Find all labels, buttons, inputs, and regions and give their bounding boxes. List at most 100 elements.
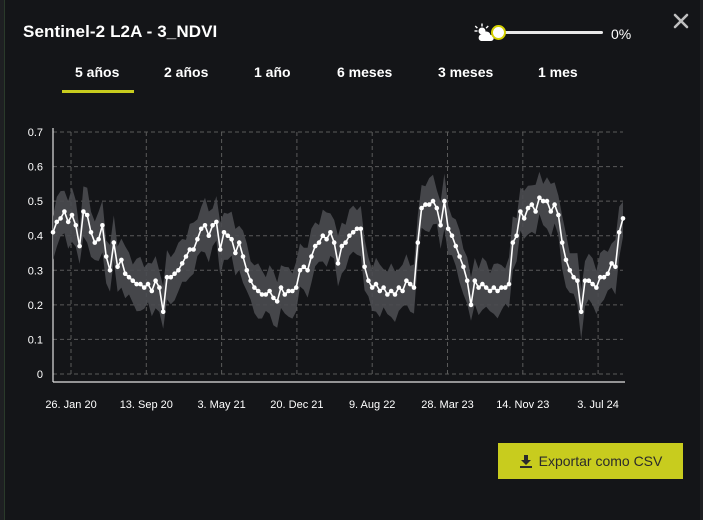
tab-6-months[interactable]: 6 meses: [337, 64, 393, 80]
ndvi-data-point: [331, 240, 337, 245]
download-icon: [519, 455, 532, 468]
opacity-value: 0%: [611, 26, 632, 42]
ndvi-data-point: [400, 288, 405, 294]
ndvi-data-point: [464, 278, 470, 283]
ndvi-data-point: [176, 268, 181, 273]
tab-2-years[interactable]: 2 años: [164, 64, 209, 80]
ndvi-data-point: [248, 278, 253, 283]
ndvi-data-point: [594, 285, 599, 290]
ndvi-data-point: [335, 261, 341, 266]
ndvi-data-point: [92, 240, 98, 245]
ndvi-data-point: [168, 274, 174, 280]
y-tick-label: 0: [37, 369, 43, 381]
ndvi-data-point: [214, 219, 219, 225]
ndvi-data-point: [301, 264, 307, 270]
ndvi-data-point: [267, 288, 272, 294]
ndvi-data-point: [183, 254, 189, 259]
ndvi-data-point: [605, 271, 611, 276]
export-csv-label: Exportar como CSV: [538, 453, 663, 469]
ndvi-data-point: [525, 205, 531, 211]
ndvi-data-point: [540, 198, 546, 204]
ndvi-data-point: [153, 278, 158, 283]
ndvi-data-point: [366, 278, 371, 283]
ndvi-data-point: [445, 226, 451, 232]
ndvi-data-point: [343, 240, 348, 245]
ndvi-data-point: [502, 285, 508, 290]
ndvi-data-point: [164, 274, 170, 280]
x-tick-label: 26. Jan 20: [45, 399, 96, 411]
tab-1-year[interactable]: 1 año: [254, 64, 291, 80]
ndvi-data-point: [620, 216, 626, 221]
ndvi-data-point: [487, 288, 493, 294]
ndvi-data-point: [480, 281, 485, 287]
ndvi-data-point: [491, 285, 497, 290]
export-csv-button[interactable]: Exportar como CSV: [498, 443, 683, 479]
y-tick-label: 0.5: [28, 196, 43, 208]
ndvi-data-point: [138, 281, 143, 287]
ndvi-data-point: [521, 216, 527, 221]
ndvi-data-point: [426, 202, 432, 207]
ndvi-data-point: [282, 292, 288, 297]
ndvi-data-point: [206, 233, 212, 238]
ndvi-data-point: [73, 223, 79, 228]
ndvi-data-point: [316, 240, 322, 245]
ndvi-data-point: [449, 233, 455, 238]
ndvi-data-point: [305, 268, 310, 273]
ndvi-data-point: [377, 288, 383, 294]
opacity-slider-thumb[interactable]: [491, 25, 506, 40]
ndvi-data-point: [274, 299, 280, 304]
ndvi-data-point: [191, 247, 196, 252]
ndvi-data-point: [347, 233, 352, 238]
ndvi-data-point: [69, 212, 75, 218]
ndvi-data-point: [96, 236, 101, 242]
ndvi-data-point: [62, 209, 67, 214]
ndvi-data-point: [107, 268, 113, 273]
tab-3-months[interactable]: 3 meses: [438, 64, 494, 80]
ndvi-data-point: [111, 240, 117, 245]
ndvi-data-point: [100, 223, 105, 228]
ndvi-data-point: [388, 288, 394, 294]
x-tick-label: 20. Dec 21: [270, 399, 323, 411]
ndvi-data-point: [533, 209, 538, 214]
ndvi-data-point: [271, 295, 276, 301]
ndvi-data-point: [179, 261, 185, 266]
tab-1-month[interactable]: 1 mes: [538, 64, 578, 80]
ndvi-data-point: [77, 243, 82, 249]
ndvi-data-point: [423, 202, 428, 207]
panel-title: Sentinel-2 L2A - 3_NDVI: [23, 22, 218, 41]
ndvi-data-point: [499, 285, 504, 290]
ndvi-data-point: [50, 230, 56, 235]
ndvi-data-point: [506, 281, 512, 287]
ndvi-data-point: [221, 230, 227, 235]
ndvi-data-point: [229, 236, 234, 242]
ndvi-data-point: [141, 285, 147, 290]
ndvi-data-point: [468, 302, 474, 308]
ndvi-data-point: [514, 233, 519, 238]
time-range-tabs: 5 años 2 años 1 año 6 meses 3 meses 1 me…: [43, 64, 643, 94]
ndvi-data-point: [202, 223, 208, 228]
x-tick-label: 28. Mar 23: [421, 399, 474, 411]
x-tick-label: 9. Aug 22: [349, 399, 396, 411]
ndvi-data-point: [385, 292, 390, 297]
ndvi-data-point: [263, 292, 269, 297]
close-icon[interactable]: [672, 12, 690, 30]
ndvi-data-point: [309, 254, 314, 259]
ndvi-data-point: [453, 243, 459, 249]
ndvi-data-point: [115, 264, 120, 270]
ndvi-data-point: [320, 233, 326, 238]
ndvi-data-point: [548, 209, 554, 214]
tab-5-years[interactable]: 5 años: [75, 64, 120, 80]
ndvi-data-point: [350, 230, 356, 235]
ndvi-data-point: [495, 288, 500, 294]
ndvi-data-point: [244, 268, 250, 273]
ndvi-data-point: [187, 247, 193, 252]
ndvi-data-point: [392, 292, 398, 297]
ndvi-data-point: [434, 205, 440, 211]
ndvi-data-point: [255, 288, 261, 294]
ndvi-data-point: [544, 198, 550, 204]
opacity-slider-track[interactable]: [499, 31, 603, 34]
ndvi-data-point: [616, 230, 622, 235]
ndvi-data-point: [119, 257, 124, 263]
ndvi-data-point: [457, 254, 462, 259]
ndvi-data-point: [586, 278, 592, 283]
